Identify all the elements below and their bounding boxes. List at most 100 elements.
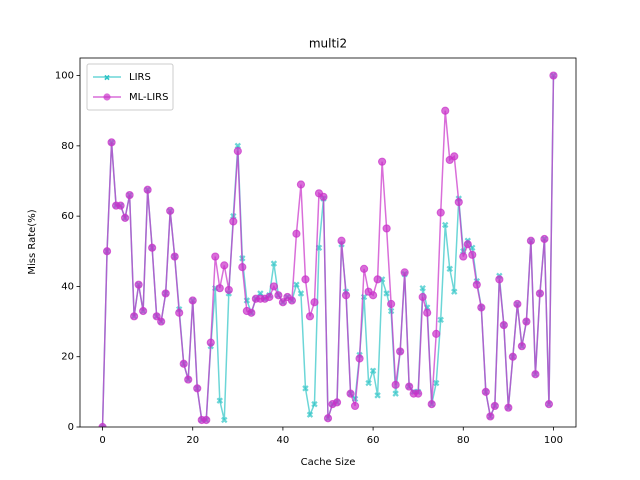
marker: [544, 400, 554, 409]
marker: [391, 380, 400, 389]
marker: [468, 250, 477, 259]
y-tick-label: 0: [68, 422, 74, 433]
marker: [396, 347, 405, 356]
marker: [221, 416, 228, 424]
marker: [319, 192, 328, 201]
marker: [499, 320, 508, 330]
marker: [359, 264, 369, 273]
marker: [522, 317, 531, 326]
marker: [450, 152, 459, 161]
marker: [130, 312, 139, 321]
marker: [531, 370, 540, 379]
marker: [206, 338, 215, 347]
marker: [116, 201, 125, 210]
marker: [400, 268, 409, 277]
x-tick-label: 100: [544, 435, 563, 446]
marker: [540, 234, 549, 244]
marker: [392, 390, 399, 397]
marker: [365, 379, 372, 387]
marker: [418, 292, 427, 302]
legend-box: [86, 63, 174, 111]
marker: [179, 359, 188, 368]
plot-frame: [79, 57, 577, 428]
marker: [526, 236, 536, 245]
marker: [297, 290, 305, 297]
plot-area: [98, 71, 558, 427]
marker: [216, 397, 223, 404]
marker: [265, 292, 274, 302]
legend-marker: ✖: [104, 74, 111, 83]
marker: [387, 299, 396, 309]
marker: [441, 106, 450, 115]
marker: [355, 354, 364, 363]
marker: [346, 389, 355, 398]
x-tick-label: 60: [367, 435, 380, 446]
x-axis-label: Cache Size: [301, 457, 356, 468]
marker: [175, 308, 184, 317]
marker: [472, 280, 481, 289]
marker: [368, 291, 378, 300]
y-tick-label: 100: [55, 71, 74, 82]
marker: [305, 312, 315, 321]
marker: [486, 412, 495, 421]
marker: [293, 281, 300, 288]
marker: [459, 252, 468, 261]
marker: [414, 389, 423, 398]
marker: [215, 284, 224, 293]
marker: [229, 217, 238, 226]
marker: [269, 282, 278, 291]
y-tick-label: 80: [61, 141, 74, 152]
marker: [432, 329, 441, 338]
marker: [437, 316, 444, 324]
marker: [134, 280, 143, 289]
marker: [433, 379, 440, 387]
legend-label: LIRS: [129, 72, 151, 83]
marker: [419, 284, 426, 292]
x-tick-label: 80: [457, 435, 470, 446]
marker: [120, 213, 130, 222]
marker: [220, 261, 229, 270]
marker: [369, 367, 377, 374]
marker: [157, 317, 166, 326]
y-tick-label: 20: [61, 352, 74, 363]
marker: [427, 400, 436, 409]
marker: [233, 147, 242, 156]
marker: [270, 260, 278, 267]
marker: [247, 308, 256, 317]
marker: [513, 299, 522, 309]
marker: [535, 289, 545, 298]
marker: [463, 240, 472, 249]
marker: [504, 403, 513, 412]
marker: [383, 290, 390, 297]
marker: [405, 382, 414, 391]
marker: [166, 206, 175, 215]
series-line: [101, 75, 555, 427]
marker: [481, 387, 490, 396]
marker: [193, 384, 202, 393]
y-tick-label: 60: [61, 211, 74, 222]
marker: [490, 401, 499, 411]
marker: [287, 296, 297, 305]
chart-title: multi2: [309, 37, 347, 51]
marker: [436, 208, 445, 217]
marker: [341, 291, 351, 300]
x-tick-label: 0: [99, 435, 105, 446]
marker: [292, 229, 301, 238]
x-tick-label: 40: [277, 435, 290, 446]
marker: [302, 385, 309, 392]
marker: [125, 190, 134, 200]
marker: [451, 288, 458, 295]
marker: [139, 306, 148, 316]
marker: [296, 180, 306, 189]
marker: [508, 352, 517, 361]
x-tick-label: 20: [186, 435, 199, 446]
marker: [378, 157, 387, 166]
marker: [238, 263, 247, 272]
marker: [332, 398, 342, 407]
marker: [170, 252, 179, 261]
marker: [477, 303, 486, 312]
marker: [423, 308, 432, 317]
marker: [337, 236, 346, 245]
marker: [350, 401, 360, 411]
